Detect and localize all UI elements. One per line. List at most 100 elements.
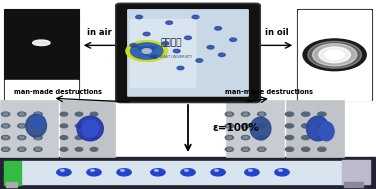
Circle shape [325, 50, 344, 60]
Circle shape [75, 136, 83, 139]
Circle shape [20, 113, 24, 115]
Circle shape [117, 169, 131, 176]
Circle shape [60, 124, 68, 128]
Circle shape [166, 21, 173, 24]
Circle shape [91, 170, 94, 171]
Circle shape [18, 112, 26, 116]
Circle shape [227, 113, 232, 115]
Circle shape [90, 147, 98, 151]
Circle shape [3, 113, 8, 115]
Circle shape [318, 112, 326, 116]
Circle shape [243, 148, 248, 150]
Circle shape [20, 136, 24, 139]
Circle shape [285, 124, 294, 128]
Circle shape [319, 47, 350, 63]
Circle shape [303, 39, 366, 71]
Bar [130, 19, 196, 87]
Circle shape [61, 170, 64, 171]
Circle shape [181, 169, 195, 176]
Circle shape [2, 136, 10, 140]
Circle shape [75, 147, 83, 151]
Circle shape [136, 15, 143, 19]
Circle shape [258, 136, 266, 140]
Circle shape [18, 136, 26, 140]
Ellipse shape [82, 120, 99, 137]
Circle shape [34, 124, 42, 128]
Circle shape [259, 125, 264, 127]
Text: man-made destructions: man-made destructions [14, 88, 102, 94]
Circle shape [20, 148, 24, 150]
Circle shape [75, 112, 83, 116]
Circle shape [10, 32, 73, 64]
Ellipse shape [26, 114, 47, 137]
Circle shape [60, 147, 68, 151]
Circle shape [225, 112, 233, 116]
Bar [4, 9, 79, 100]
Circle shape [241, 112, 250, 116]
Circle shape [230, 38, 237, 41]
Text: man-made destructions: man-made destructions [225, 88, 313, 94]
Circle shape [177, 66, 184, 70]
Text: ε=100%: ε=100% [212, 123, 259, 132]
Circle shape [36, 113, 40, 115]
Circle shape [155, 170, 158, 171]
Circle shape [36, 136, 40, 139]
Bar [298, 10, 371, 100]
Circle shape [259, 113, 264, 115]
Circle shape [211, 169, 225, 176]
Bar [6, 182, 17, 187]
Circle shape [18, 124, 26, 128]
Ellipse shape [30, 115, 45, 128]
Ellipse shape [33, 40, 50, 46]
Circle shape [258, 112, 266, 116]
Text: in air: in air [87, 28, 112, 37]
Ellipse shape [77, 116, 103, 141]
Circle shape [57, 169, 71, 176]
Circle shape [196, 59, 203, 62]
Circle shape [227, 125, 232, 127]
Circle shape [302, 124, 310, 128]
Circle shape [185, 170, 188, 171]
Circle shape [34, 112, 42, 116]
Circle shape [227, 148, 232, 150]
Bar [226, 100, 284, 157]
Circle shape [90, 136, 98, 139]
Circle shape [87, 169, 101, 176]
Circle shape [162, 42, 169, 45]
Circle shape [241, 136, 250, 140]
Circle shape [243, 125, 248, 127]
Circle shape [20, 125, 24, 127]
Circle shape [241, 147, 250, 151]
Circle shape [275, 169, 289, 176]
Circle shape [225, 124, 233, 128]
Circle shape [151, 55, 158, 58]
Ellipse shape [306, 116, 329, 141]
FancyBboxPatch shape [116, 3, 260, 102]
Circle shape [90, 112, 98, 116]
Ellipse shape [250, 117, 271, 140]
Bar [21, 161, 348, 184]
Text: 東南大學: 東南大學 [160, 38, 182, 47]
Circle shape [245, 169, 259, 176]
Circle shape [285, 136, 294, 140]
Circle shape [225, 136, 233, 140]
Circle shape [130, 44, 137, 47]
Text: in oil: in oil [265, 28, 288, 37]
Circle shape [302, 112, 310, 116]
Bar [5, 80, 78, 100]
Circle shape [173, 49, 180, 53]
Circle shape [3, 136, 8, 139]
Circle shape [151, 169, 165, 176]
Circle shape [318, 147, 326, 151]
Circle shape [215, 170, 218, 171]
Bar [342, 160, 370, 184]
Circle shape [285, 147, 294, 151]
Circle shape [3, 148, 8, 150]
Circle shape [259, 136, 264, 139]
Circle shape [258, 147, 266, 151]
Circle shape [130, 43, 163, 59]
Circle shape [285, 112, 294, 116]
Circle shape [185, 36, 191, 40]
Circle shape [312, 44, 357, 66]
Circle shape [258, 124, 266, 128]
